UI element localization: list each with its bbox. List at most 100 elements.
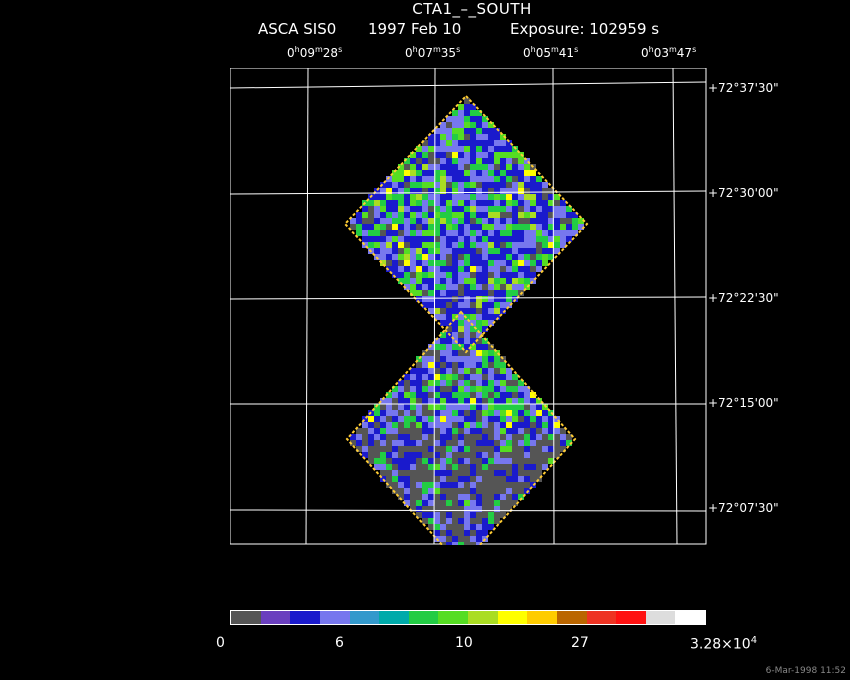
image-pixel: [524, 164, 530, 170]
image-pixel: [470, 536, 476, 542]
image-pixel: [482, 386, 488, 392]
image-pixel: [452, 506, 458, 512]
image-pixel: [452, 404, 458, 410]
image-pixel: [434, 494, 440, 500]
image-pixel: [470, 452, 476, 458]
image-pixel: [494, 392, 500, 398]
image-pixel: [494, 302, 500, 308]
image-pixel: [428, 512, 434, 518]
image-pixel: [440, 530, 446, 536]
image-pixel: [452, 524, 458, 530]
image-pixel: [434, 362, 440, 368]
image-pixel: [518, 224, 524, 230]
image-pixel: [464, 374, 470, 380]
image-pixel: [440, 296, 446, 302]
image-pixel: [452, 110, 458, 116]
image-pixel: [452, 146, 458, 152]
image-pixel: [368, 200, 374, 206]
image-pixel: [530, 188, 536, 194]
image-pixel: [410, 494, 416, 500]
image-pixel: [434, 278, 440, 284]
image-pixel: [410, 284, 416, 290]
image-pixel: [464, 410, 470, 416]
image-pixel: [392, 482, 398, 488]
image-pixel: [458, 302, 464, 308]
image-pixel: [518, 386, 524, 392]
image-pixel: [452, 320, 458, 326]
image-pixel: [350, 224, 356, 230]
image-pixel: [566, 230, 572, 236]
image-pixel: [440, 368, 446, 374]
image-pixel: [506, 176, 512, 182]
image-pixel: [488, 152, 494, 158]
image-pixel: [488, 146, 494, 152]
image-pixel: [398, 458, 404, 464]
image-pixel: [464, 494, 470, 500]
image-pixel: [542, 434, 548, 440]
image-pixel: [488, 194, 494, 200]
image-pixel: [428, 374, 434, 380]
image-pixel: [446, 344, 452, 350]
image-pixel: [464, 188, 470, 194]
image-pixel: [476, 338, 482, 344]
image-pixel: [392, 242, 398, 248]
image-pixel: [470, 170, 476, 176]
image-pixel: [404, 194, 410, 200]
image-pixel: [428, 350, 434, 356]
image-pixel: [464, 194, 470, 200]
image-pixel: [470, 104, 476, 110]
image-pixel: [494, 386, 500, 392]
dec-tick-label: +72°37'30": [708, 81, 779, 95]
image-pixel: [392, 476, 398, 482]
image-pixel: [458, 440, 464, 446]
image-pixel: [488, 224, 494, 230]
image-pixel: [416, 374, 422, 380]
image-pixel: [542, 260, 548, 266]
image-pixel: [494, 176, 500, 182]
image-pixel: [434, 518, 440, 524]
image-pixel: [404, 374, 410, 380]
image-pixel: [452, 362, 458, 368]
image-pixel: [464, 488, 470, 494]
image-pixel: [482, 176, 488, 182]
image-pixel: [440, 134, 446, 140]
image-pixel: [410, 158, 416, 164]
image-pixel: [464, 218, 470, 224]
image-pixel: [446, 164, 452, 170]
image-pixel: [536, 452, 542, 458]
image-pixel: [404, 158, 410, 164]
image-pixel: [452, 248, 458, 254]
image-pixel: [494, 446, 500, 452]
image-pixel: [506, 182, 512, 188]
image-pixel: [440, 182, 446, 188]
colorbar-swatch: [468, 611, 498, 624]
image-pixel: [398, 212, 404, 218]
image-pixel: [482, 164, 488, 170]
image-pixel: [440, 506, 446, 512]
image-pixel: [362, 428, 368, 434]
image-pixel: [518, 458, 524, 464]
image-pixel: [494, 434, 500, 440]
image-pixel: [536, 224, 542, 230]
image-pixel: [512, 260, 518, 266]
image-pixel: [404, 446, 410, 452]
image-pixel: [548, 194, 554, 200]
image-pixel: [404, 440, 410, 446]
image-pixel: [404, 188, 410, 194]
image-pixel: [476, 428, 482, 434]
image-pixel: [488, 200, 494, 206]
image-pixel: [422, 260, 428, 266]
image-pixel: [398, 482, 404, 488]
image-pixel: [452, 476, 458, 482]
image-pixel: [488, 176, 494, 182]
image-pixel: [470, 188, 476, 194]
image-pixel: [458, 200, 464, 206]
image-pixel: [500, 362, 506, 368]
image-pixel: [530, 218, 536, 224]
image-pixel: [404, 236, 410, 242]
image-pixel: [428, 266, 434, 272]
image-pixel: [422, 482, 428, 488]
image-pixel: [440, 278, 446, 284]
image-pixel: [416, 434, 422, 440]
image-pixel: [488, 170, 494, 176]
